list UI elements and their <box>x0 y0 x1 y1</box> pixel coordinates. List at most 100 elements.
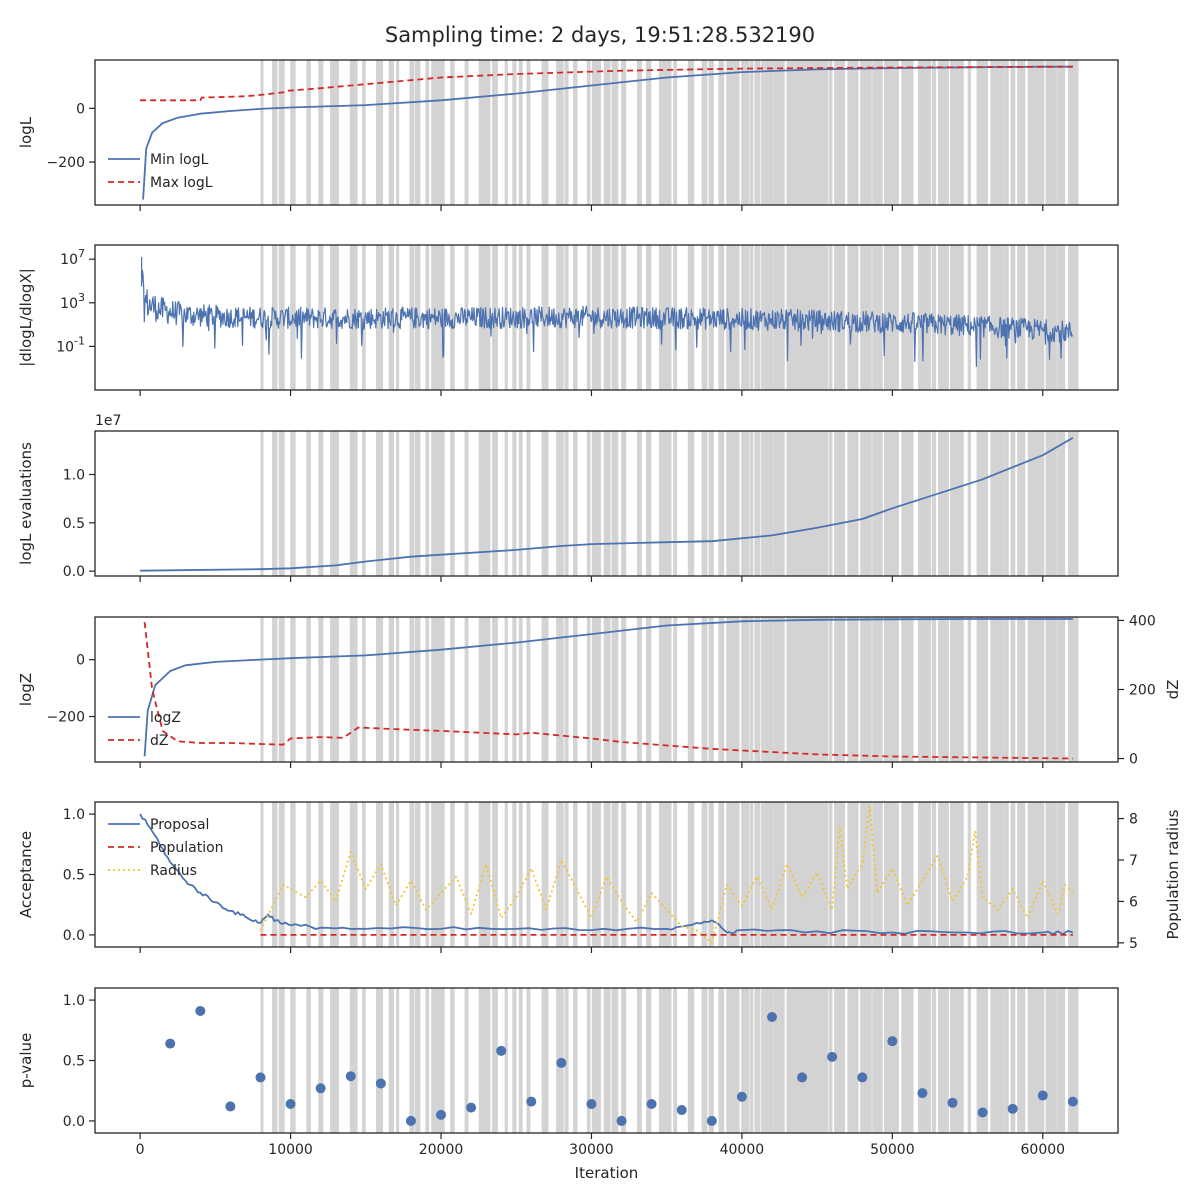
shaded-band <box>306 60 311 205</box>
shaded-band <box>431 988 438 1133</box>
shaded-band <box>847 60 855 205</box>
shaded-band <box>518 988 523 1133</box>
shaded-band <box>349 60 358 205</box>
shaded-band <box>1045 617 1052 762</box>
shaded-band <box>278 988 285 1133</box>
series-line-max-logl <box>140 65 1073 102</box>
shaded-band <box>786 617 793 762</box>
shaded-band <box>1067 988 1074 1133</box>
shaded-band <box>818 802 822 947</box>
shaded-band <box>773 802 779 947</box>
shaded-band <box>1010 617 1016 762</box>
shaded-band <box>396 431 400 576</box>
shaded-band <box>673 431 678 576</box>
shaded-band <box>950 245 958 390</box>
shaded-band <box>482 60 491 205</box>
y-offset-label: 1e7 <box>95 413 121 429</box>
shaded-band <box>925 431 930 576</box>
shaded-band <box>526 245 531 390</box>
shaded-band <box>388 60 395 205</box>
shaded-band <box>414 988 421 1133</box>
shaded-band <box>388 802 395 947</box>
shaded-band <box>813 617 822 762</box>
shaded-band <box>541 617 549 762</box>
legend-label: Proposal <box>150 817 209 833</box>
shaded-band <box>735 431 740 576</box>
shaded-band <box>1057 617 1061 762</box>
shaded-band <box>409 988 415 1133</box>
shaded-band <box>425 431 430 576</box>
data-point <box>375 1078 386 1089</box>
shaded-band <box>1057 60 1061 205</box>
shaded-band <box>892 802 899 947</box>
shaded-band <box>556 802 564 947</box>
shaded-band <box>956 988 963 1133</box>
series-line-proposal <box>139 813 1074 936</box>
shaded-band <box>861 617 869 762</box>
shaded-band <box>967 431 971 576</box>
shaded-band <box>409 617 415 762</box>
shaded-band <box>1045 802 1052 947</box>
x-tick-label: 60000 <box>1021 1142 1066 1158</box>
shaded-band <box>1072 431 1079 576</box>
y-axis-label: logL evaluations <box>17 442 35 565</box>
shaded-band <box>1038 988 1045 1133</box>
data-point <box>1067 1096 1078 1107</box>
shaded-band <box>749 988 754 1133</box>
shaded-band <box>611 60 619 205</box>
shaded-band <box>1010 802 1016 947</box>
shaded-band <box>909 431 914 576</box>
axes-frame <box>94 59 1119 206</box>
y-tick-label: 1.0 <box>63 468 85 484</box>
shaded-band <box>687 60 695 205</box>
shaded-band <box>450 802 455 947</box>
shaded-band <box>512 802 517 947</box>
shaded-band <box>603 431 611 576</box>
shaded-band <box>1057 245 1061 390</box>
shaded-band <box>376 431 384 576</box>
shaded-band <box>996 431 1005 576</box>
shaded-band <box>976 988 982 1133</box>
shaded-band <box>335 617 339 762</box>
shaded-band <box>990 617 999 762</box>
shaded-band <box>872 60 880 205</box>
data-point <box>706 1115 717 1126</box>
shaded-band <box>482 431 491 576</box>
shaded-band <box>1067 60 1074 205</box>
shaded-band <box>362 617 366 762</box>
legend-label: Radius <box>150 863 197 879</box>
shaded-band <box>761 802 765 947</box>
shaded-band <box>1072 617 1079 762</box>
data-point <box>797 1072 808 1083</box>
shaded-band <box>330 60 336 205</box>
plot-area-logL <box>140 60 1079 205</box>
data-point <box>195 1005 206 1016</box>
shaded-band <box>1057 431 1061 576</box>
shaded-band <box>768 60 774 205</box>
shaded-band <box>749 431 754 576</box>
shaded-band <box>718 431 725 576</box>
shaded-band <box>349 802 358 947</box>
shaded-band <box>942 431 949 576</box>
shaded-band <box>834 60 842 205</box>
shaded-band <box>718 617 725 762</box>
shaded-band <box>646 431 652 576</box>
shaded-band <box>318 988 324 1133</box>
shaded-band <box>646 988 652 1133</box>
series-line-dlogL <box>141 257 1074 367</box>
y-tick-label: 0.0 <box>63 1114 85 1130</box>
shaded-band <box>821 802 829 947</box>
shaded-band <box>917 60 925 205</box>
legend-label: Max logL <box>150 175 213 191</box>
shaded-band <box>909 988 914 1133</box>
shaded-band <box>813 988 822 1133</box>
shaded-band <box>1072 988 1079 1133</box>
shaded-band <box>512 60 517 205</box>
shaded-band <box>708 60 714 205</box>
shaded-band <box>853 60 859 205</box>
shaded-band <box>942 617 949 762</box>
shaded-band <box>388 617 395 762</box>
shaded-band <box>773 431 779 576</box>
shaded-band <box>611 617 619 762</box>
